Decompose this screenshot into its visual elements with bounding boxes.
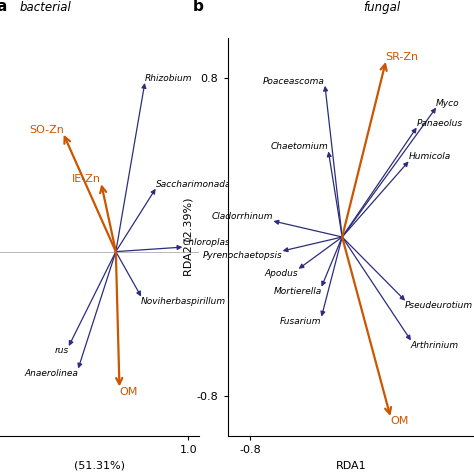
Y-axis label: RDA2 (2.39%): RDA2 (2.39%) xyxy=(184,198,194,276)
Text: Mortierella: Mortierella xyxy=(273,287,321,296)
Text: Cladorrhinum: Cladorrhinum xyxy=(212,212,273,221)
Text: Pyrenochaetopsis: Pyrenochaetopsis xyxy=(203,251,283,260)
Text: a: a xyxy=(0,0,6,14)
Text: b: b xyxy=(193,0,204,14)
Text: OM: OM xyxy=(390,416,409,426)
Text: Arthrinium: Arthrinium xyxy=(411,340,459,349)
Text: bacterial: bacterial xyxy=(20,1,72,14)
Text: Humicola: Humicola xyxy=(409,152,451,161)
Text: Apodus: Apodus xyxy=(265,269,299,278)
Text: SR-Zn: SR-Zn xyxy=(386,52,419,62)
Text: Pseudeurotium: Pseudeurotium xyxy=(405,301,474,310)
Text: fungal: fungal xyxy=(363,1,400,14)
Text: SO-Zn: SO-Zn xyxy=(29,125,64,135)
Text: Saccharimonadales: Saccharimonadales xyxy=(155,180,244,189)
Text: Myco: Myco xyxy=(436,99,460,108)
Text: Chloroplast: Chloroplast xyxy=(182,238,234,247)
Text: Poaceascoma: Poaceascoma xyxy=(263,77,325,86)
Text: IE-Zn: IE-Zn xyxy=(73,174,101,184)
X-axis label: RDA1: RDA1 xyxy=(336,461,366,471)
Text: Fusarium: Fusarium xyxy=(280,317,321,326)
Text: rus: rus xyxy=(55,346,69,355)
Text: Panaeolus: Panaeolus xyxy=(417,118,463,128)
Text: Noviherbaspirillum: Noviherbaspirillum xyxy=(141,297,226,306)
Text: Rhizobium: Rhizobium xyxy=(145,74,192,83)
X-axis label: (51.31%): (51.31%) xyxy=(74,461,125,471)
Text: Chaetomium: Chaetomium xyxy=(271,142,328,151)
Text: OM: OM xyxy=(119,387,138,397)
Text: Anaerolinea: Anaerolinea xyxy=(24,369,78,378)
